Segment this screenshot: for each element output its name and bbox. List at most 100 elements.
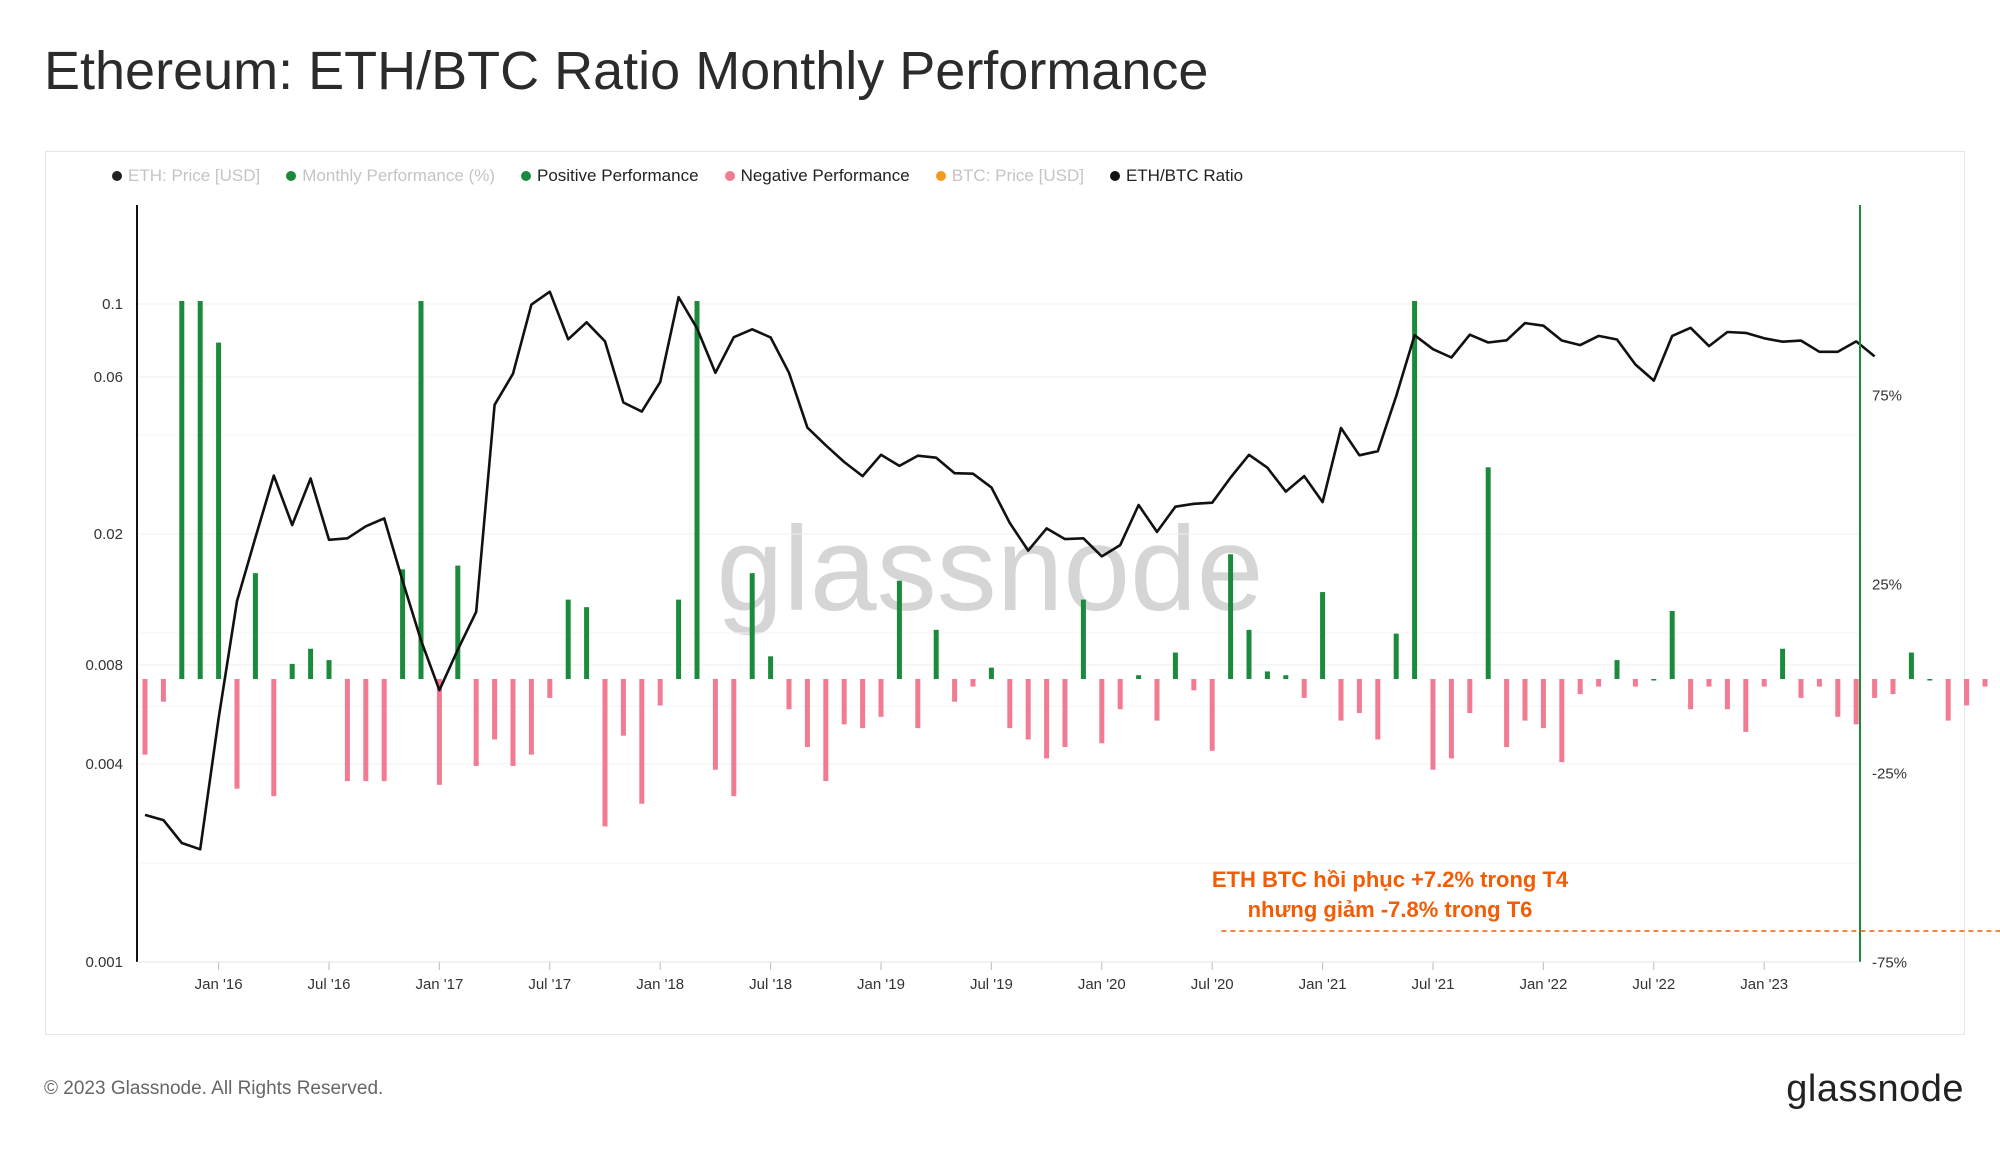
x-tick-label: Jan '21 [1299, 976, 1347, 993]
positive-bar [1927, 679, 1933, 681]
positive-bar [584, 607, 590, 679]
negative-bar [1301, 679, 1307, 698]
legend-item-monthly-performance[interactable]: Monthly Performance (%) [286, 166, 495, 186]
negative-bar [1724, 679, 1730, 710]
legend-dot-icon [520, 171, 531, 181]
copyright: © 2023 Glassnode. All Rights Reserved. [44, 1078, 384, 1099]
negative-bar [528, 679, 534, 755]
legend-dot-icon [286, 171, 297, 181]
negative-bar [344, 679, 350, 782]
negative-bar [731, 679, 737, 797]
y-right-tick-label: 75% [1872, 388, 1902, 405]
x-tick-label: Jan '23 [1740, 976, 1788, 993]
june-highlight [1218, 930, 2000, 932]
positive-bar [1283, 675, 1289, 679]
negative-bar [1688, 679, 1694, 710]
legend-dot-icon [935, 171, 946, 181]
positive-bar [197, 301, 203, 679]
negative-bar [1853, 679, 1859, 725]
positive-bar [418, 301, 424, 679]
negative-bar [234, 679, 240, 789]
negative-bar [160, 679, 166, 702]
negative-bar [492, 679, 498, 740]
negative-bar [142, 679, 148, 755]
y-left-tick-label: 0.02 [94, 526, 123, 543]
positive-bar [1780, 648, 1786, 679]
negative-bar [841, 679, 847, 725]
positive-bar [252, 573, 258, 679]
y-left-tick-label: 0.008 [85, 657, 123, 674]
negative-bar [271, 679, 277, 797]
positive-bar [749, 573, 755, 679]
positive-bar [1228, 554, 1234, 679]
positive-bar [1172, 652, 1178, 679]
y-left-tick-label: 0.001 [85, 954, 123, 971]
positive-bar [1412, 301, 1418, 679]
legend-item-negative-performance[interactable]: Negative Performance [724, 166, 910, 186]
negative-bar [1890, 679, 1896, 695]
legend-item-btc-price[interactable]: BTC: Price [USD] [935, 166, 1084, 186]
positive-bar [1393, 633, 1399, 679]
negative-bar [1062, 679, 1068, 748]
y-right-tick-label: 25% [1872, 577, 1902, 594]
legend-item-positive-performance[interactable]: Positive Performance [520, 166, 699, 186]
negative-bar [1448, 679, 1454, 759]
negative-bar [915, 679, 921, 729]
negative-bar [878, 679, 884, 717]
positive-bar [1669, 610, 1675, 679]
negative-bar [860, 679, 866, 729]
negative-bar [1798, 679, 1804, 698]
positive-bar [1908, 652, 1914, 679]
annotation-line-2: nhưng giảm -7.8% trong T6 [1248, 897, 1533, 922]
y-left-tick-label: 0.1 [102, 296, 123, 313]
legend-item-eth-btc-ratio[interactable]: ETH/BTC Ratio [1109, 166, 1243, 186]
negative-bar [1007, 679, 1013, 729]
negative-bar [1559, 679, 1565, 763]
positive-bar [179, 301, 185, 679]
negative-bar [1632, 679, 1638, 687]
positive-bar [896, 580, 902, 679]
negative-bar [620, 679, 626, 736]
positive-bar [1136, 675, 1142, 679]
negative-bar [1044, 679, 1050, 759]
negative-bar [1982, 679, 1988, 687]
legend-label: Positive Performance [536, 166, 699, 185]
negative-bar [1356, 679, 1362, 714]
negative-bar [1596, 679, 1602, 687]
x-tick-label: Jul '22 [1632, 976, 1675, 993]
negative-bar [1964, 679, 1970, 706]
x-tick-label: Jul '17 [528, 976, 571, 993]
positive-bar [216, 342, 222, 679]
negative-bar [1338, 679, 1344, 721]
negative-bar [1872, 679, 1878, 698]
positive-bar [326, 660, 332, 679]
positive-bar [1320, 592, 1326, 679]
x-tick-label: Jan '22 [1519, 976, 1567, 993]
legend-item-eth-price[interactable]: ETH: Price [USD] [112, 166, 260, 186]
y-right-tick-label: -25% [1872, 766, 1907, 783]
positive-bar [1651, 679, 1657, 681]
eth-btc-ratio-line [144, 290, 1876, 851]
positive-bar [933, 629, 939, 679]
negative-bar [1706, 679, 1712, 687]
x-tick-label: Jan '18 [636, 976, 684, 993]
negative-bar [712, 679, 718, 770]
negative-bar [657, 679, 663, 706]
x-tick-label: Jan '17 [415, 976, 463, 993]
negative-bar [1154, 679, 1160, 721]
positive-bar [1485, 467, 1491, 679]
positive-bar [768, 656, 774, 679]
negative-bar [1816, 679, 1822, 687]
positive-bar [676, 599, 682, 679]
negative-bar [1743, 679, 1749, 732]
positive-bar [400, 569, 406, 679]
legend-dot-icon [724, 171, 735, 181]
negative-bar [436, 679, 442, 785]
grid-lines [137, 303, 1860, 963]
annotation-line-1: ETH BTC hồi phục +7.2% trong T4 [1212, 867, 1569, 892]
negative-bar [804, 679, 810, 748]
negative-bar [1430, 679, 1436, 770]
negative-bar [602, 679, 608, 827]
legend-label: Monthly Performance (%) [302, 166, 495, 185]
positive-bar [1246, 629, 1252, 679]
